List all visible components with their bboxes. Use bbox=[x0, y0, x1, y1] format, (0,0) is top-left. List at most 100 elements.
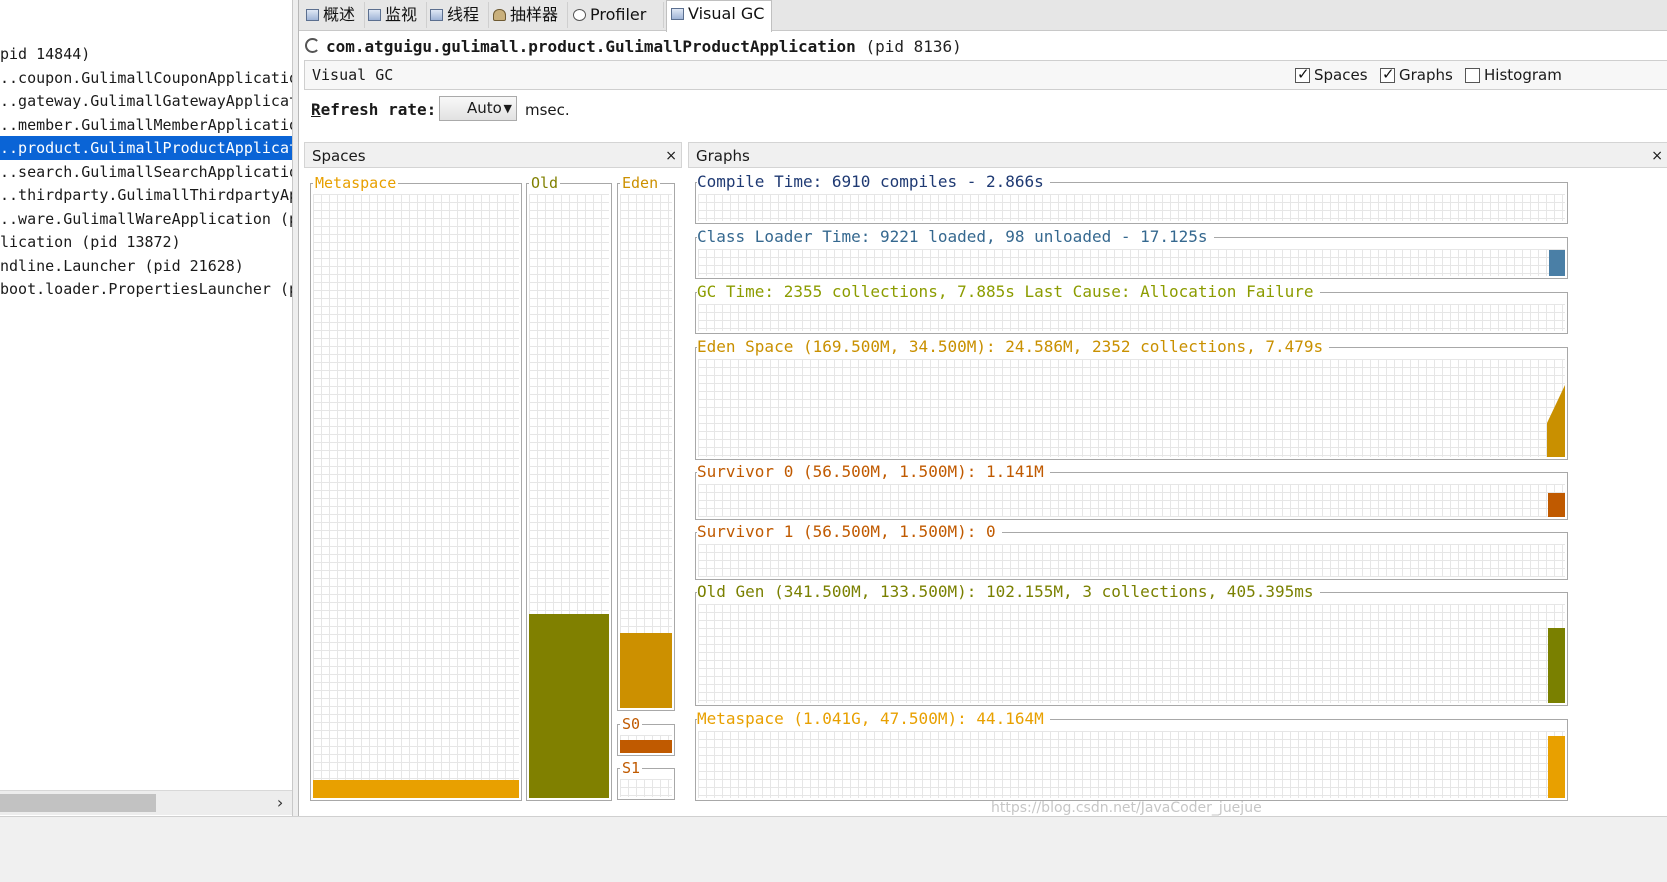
s1-grid bbox=[620, 779, 672, 797]
checkbox-label: Graphs bbox=[1399, 66, 1453, 84]
survivor0-usage-bar bbox=[1548, 493, 1565, 517]
close-icon[interactable]: × bbox=[1651, 148, 1663, 164]
watermark: https://blog.csdn.net/JavaCoder_juejue bbox=[991, 800, 1262, 816]
metaspace-graph-label: Metaspace (1.041G, 47.500M): 44.164M bbox=[697, 709, 1050, 729]
eden-space-graph: Eden Space (169.500M, 34.500M): 24.586M,… bbox=[695, 337, 1568, 460]
tab-threads[interactable]: 线程 bbox=[426, 2, 489, 28]
tree-item-label: ..thirdparty.GulimallThirdpartyAppl bbox=[0, 186, 292, 204]
tree-item-label: boot.loader.PropertiesLauncher (pi bbox=[0, 280, 292, 298]
class-loader-label: Class Loader Time: 9221 loaded, 98 unloa… bbox=[697, 227, 1214, 247]
tab-sampler[interactable]: 抽样器 bbox=[489, 2, 568, 28]
tab-label: 抽样器 bbox=[510, 5, 559, 24]
tree-item[interactable]: ..coupon.GulimallCouponApplication bbox=[0, 66, 292, 90]
tab-monitor[interactable]: 监视 bbox=[364, 2, 427, 28]
tree-item-label: ..search.GulimallSearchApplication bbox=[0, 163, 292, 181]
horizontal-scrollbar[interactable]: › bbox=[0, 790, 292, 815]
tree-item-label: ..coupon.GulimallCouponApplication bbox=[0, 69, 292, 87]
application-name: com.atguigu.gulimall.product.GulimallPro… bbox=[326, 37, 856, 56]
close-icon[interactable]: × bbox=[665, 148, 677, 164]
checkbox-label: Spaces bbox=[1314, 66, 1368, 84]
eden-space-plot bbox=[698, 359, 1565, 457]
tree-item[interactable]: ..search.GulimallSearchApplication bbox=[0, 160, 292, 184]
eden-usage-polygon bbox=[1547, 385, 1565, 457]
old-gen-label: Old Gen (341.500M, 133.500M): 102.155M, … bbox=[697, 582, 1320, 602]
tree-item[interactable]: ..gateway.GulimallGatewayApplicatio bbox=[0, 89, 292, 113]
metaspace-plot bbox=[698, 731, 1565, 798]
histogram-checkbox[interactable]: Histogram bbox=[1465, 66, 1562, 86]
tree-item-label: ..product.GulimallProductApplicatio bbox=[0, 139, 292, 157]
graphs-checkbox[interactable]: Graphs bbox=[1380, 65, 1453, 86]
visual-gc-title: Visual GC bbox=[312, 66, 394, 84]
applications-navigator: pid 14844) ..coupon.GulimallCouponApplic… bbox=[0, 0, 293, 816]
spaces-checkbox[interactable]: Spaces bbox=[1295, 65, 1368, 86]
spaces-panel-title: Spaces bbox=[312, 147, 366, 165]
eden-label: Eden bbox=[620, 174, 661, 192]
survivor0-plot bbox=[698, 484, 1565, 517]
checkbox-checked-icon bbox=[1380, 65, 1395, 83]
spaces-panel-header: Spaces × bbox=[304, 142, 682, 168]
tree-item-label: ndline.Launcher (pid 21628) bbox=[0, 257, 244, 275]
checkbox-label: Histogram bbox=[1484, 66, 1562, 84]
visual-gc-options-bar: Visual GC Spaces Graphs Histogram bbox=[304, 60, 1667, 90]
metaspace-grid bbox=[313, 194, 519, 798]
gc-time-plot bbox=[698, 304, 1565, 331]
threads-icon bbox=[430, 9, 443, 21]
chevron-down-icon: ▼ bbox=[503, 102, 512, 115]
old-fill bbox=[529, 613, 609, 798]
tree-item[interactable]: pid 14844) bbox=[0, 42, 292, 66]
s0-grid bbox=[620, 735, 672, 753]
tree-item[interactable]: lication (pid 13872) bbox=[0, 230, 292, 254]
survivor1-graph: Survivor 1 (56.500M, 1.500M): 0 bbox=[695, 522, 1568, 580]
tree-item-label: lication (pid 13872) bbox=[0, 233, 181, 251]
checkbox-unchecked-icon bbox=[1465, 68, 1480, 83]
metaspace-label: Metaspace bbox=[313, 174, 399, 192]
s1-space: S1 bbox=[617, 759, 675, 800]
scroll-right-arrow-icon[interactable]: › bbox=[275, 793, 285, 812]
eden-space-graph-label: Eden Space (169.500M, 34.500M): 24.586M,… bbox=[697, 337, 1330, 357]
old-gen-usage-bar bbox=[1548, 628, 1565, 703]
tree-item-label: ..gateway.GulimallGatewayApplicatio bbox=[0, 92, 292, 110]
tab-overview[interactable]: 概述 bbox=[302, 2, 365, 28]
survivor0-label: Survivor 0 (56.500M, 1.500M): 1.141M bbox=[697, 462, 1050, 482]
tab-label: 线程 bbox=[447, 5, 480, 24]
s0-fill bbox=[620, 739, 672, 753]
compile-time-plot bbox=[698, 194, 1565, 221]
sampler-icon bbox=[493, 9, 506, 21]
tab-label: 监视 bbox=[385, 5, 418, 24]
tree-item[interactable]: ..member.GulimallMemberApplication bbox=[0, 113, 292, 137]
tree-item[interactable]: ..thirdparty.GulimallThirdpartyAppl bbox=[0, 183, 292, 207]
old-space: Old bbox=[526, 174, 612, 801]
loading-spinner-icon bbox=[305, 38, 320, 53]
metaspace-fill bbox=[313, 779, 519, 798]
eden-usage-shape bbox=[1547, 385, 1565, 457]
visual-gc-window: 概述 监视 线程 抽样器 Profiler Visual GC com.atgu… bbox=[298, 0, 1667, 816]
tree-item-selected[interactable]: ..product.GulimallProductApplicatio bbox=[0, 136, 292, 160]
tab-profiler[interactable]: Profiler bbox=[569, 2, 664, 28]
checkbox-checked-icon bbox=[1295, 65, 1310, 83]
s0-space: S0 bbox=[617, 715, 675, 756]
mnemonic: R bbox=[311, 100, 321, 119]
overview-icon bbox=[306, 9, 319, 21]
tree-item-label: ..member.GulimallMemberApplication bbox=[0, 116, 292, 134]
tree-item[interactable]: boot.loader.PropertiesLauncher (pi bbox=[0, 277, 292, 301]
tree-item[interactable]: ..ware.GulimallWareApplication (pid bbox=[0, 207, 292, 231]
survivor1-plot bbox=[698, 544, 1565, 577]
tree-item-label: ..ware.GulimallWareApplication (pid bbox=[0, 210, 292, 228]
tab-visual-gc[interactable]: Visual GC bbox=[666, 0, 772, 32]
refresh-rate-unit: msec. bbox=[525, 101, 570, 119]
survivor1-label: Survivor 1 (56.500M, 1.500M): 0 bbox=[697, 522, 1002, 542]
class-loader-activity-bar bbox=[1549, 250, 1565, 276]
scrollbar-thumb[interactable] bbox=[0, 794, 156, 812]
s0-label: S0 bbox=[620, 715, 643, 733]
metaspace-usage-bar bbox=[1548, 736, 1565, 798]
old-grid bbox=[529, 194, 609, 798]
graphs-panel-header: Graphs × bbox=[688, 142, 1667, 168]
tree-item[interactable]: ndline.Launcher (pid 21628) bbox=[0, 254, 292, 278]
application-title: com.atguigu.gulimall.product.GulimallPro… bbox=[305, 36, 962, 58]
refresh-rate-select[interactable]: Auto ▼ bbox=[439, 96, 517, 121]
tab-bar: 概述 监视 线程 抽样器 Profiler Visual GC bbox=[299, 0, 1667, 32]
metaspace-space: Metaspace bbox=[310, 174, 522, 801]
old-gen-graph: Old Gen (341.500M, 133.500M): 102.155M, … bbox=[695, 582, 1568, 706]
tab-label: Profiler bbox=[590, 5, 647, 24]
profiler-icon bbox=[573, 9, 586, 21]
